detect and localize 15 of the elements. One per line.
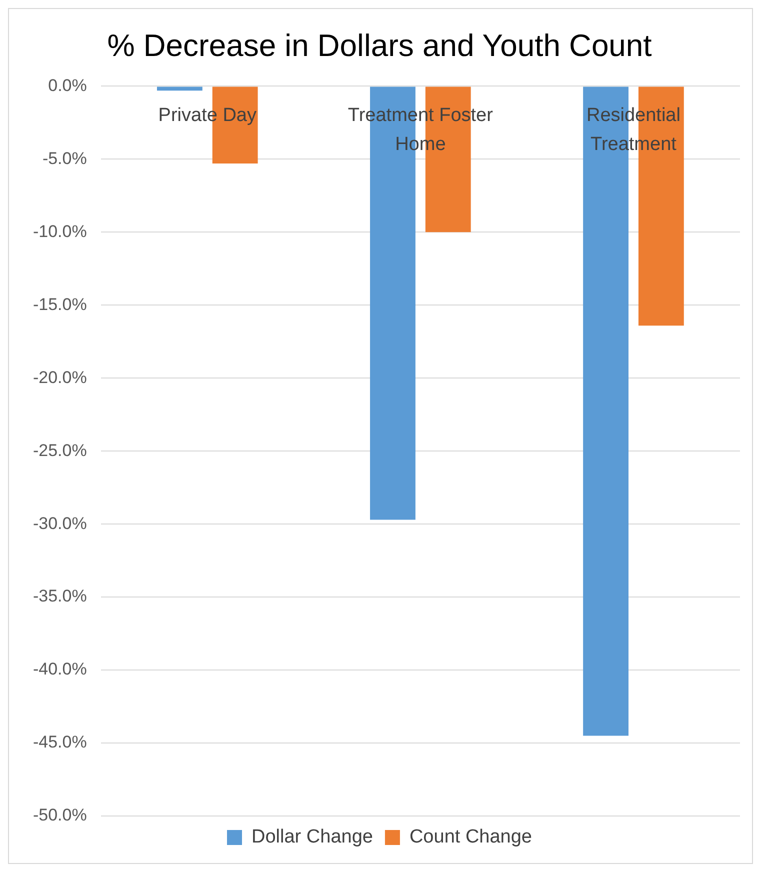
y-tick-label: -40.0%: [32, 660, 87, 679]
y-tick-label: -35.0%: [32, 586, 87, 606]
legend-label: Dollar Change: [252, 826, 373, 848]
x-tick-label: Residential Treatment: [586, 104, 680, 155]
y-tick-label: -50.0%: [32, 806, 87, 825]
chart-title: % Decrease in Dollars and Youth Count: [107, 28, 652, 64]
y-tick-label: -25.0%: [32, 440, 87, 460]
legend-label: Count Change: [409, 826, 532, 848]
y-tick-label: -45.0%: [32, 732, 87, 752]
y-tick-label: -5.0%: [42, 148, 87, 168]
y-tick-label: -15.0%: [32, 294, 87, 314]
y-tick-label: -30.0%: [32, 514, 87, 533]
y-tick-label: -20.0%: [32, 368, 87, 387]
y-tick-label: 0.0%: [48, 76, 87, 95]
y-tick-label: -10.0%: [32, 222, 87, 241]
